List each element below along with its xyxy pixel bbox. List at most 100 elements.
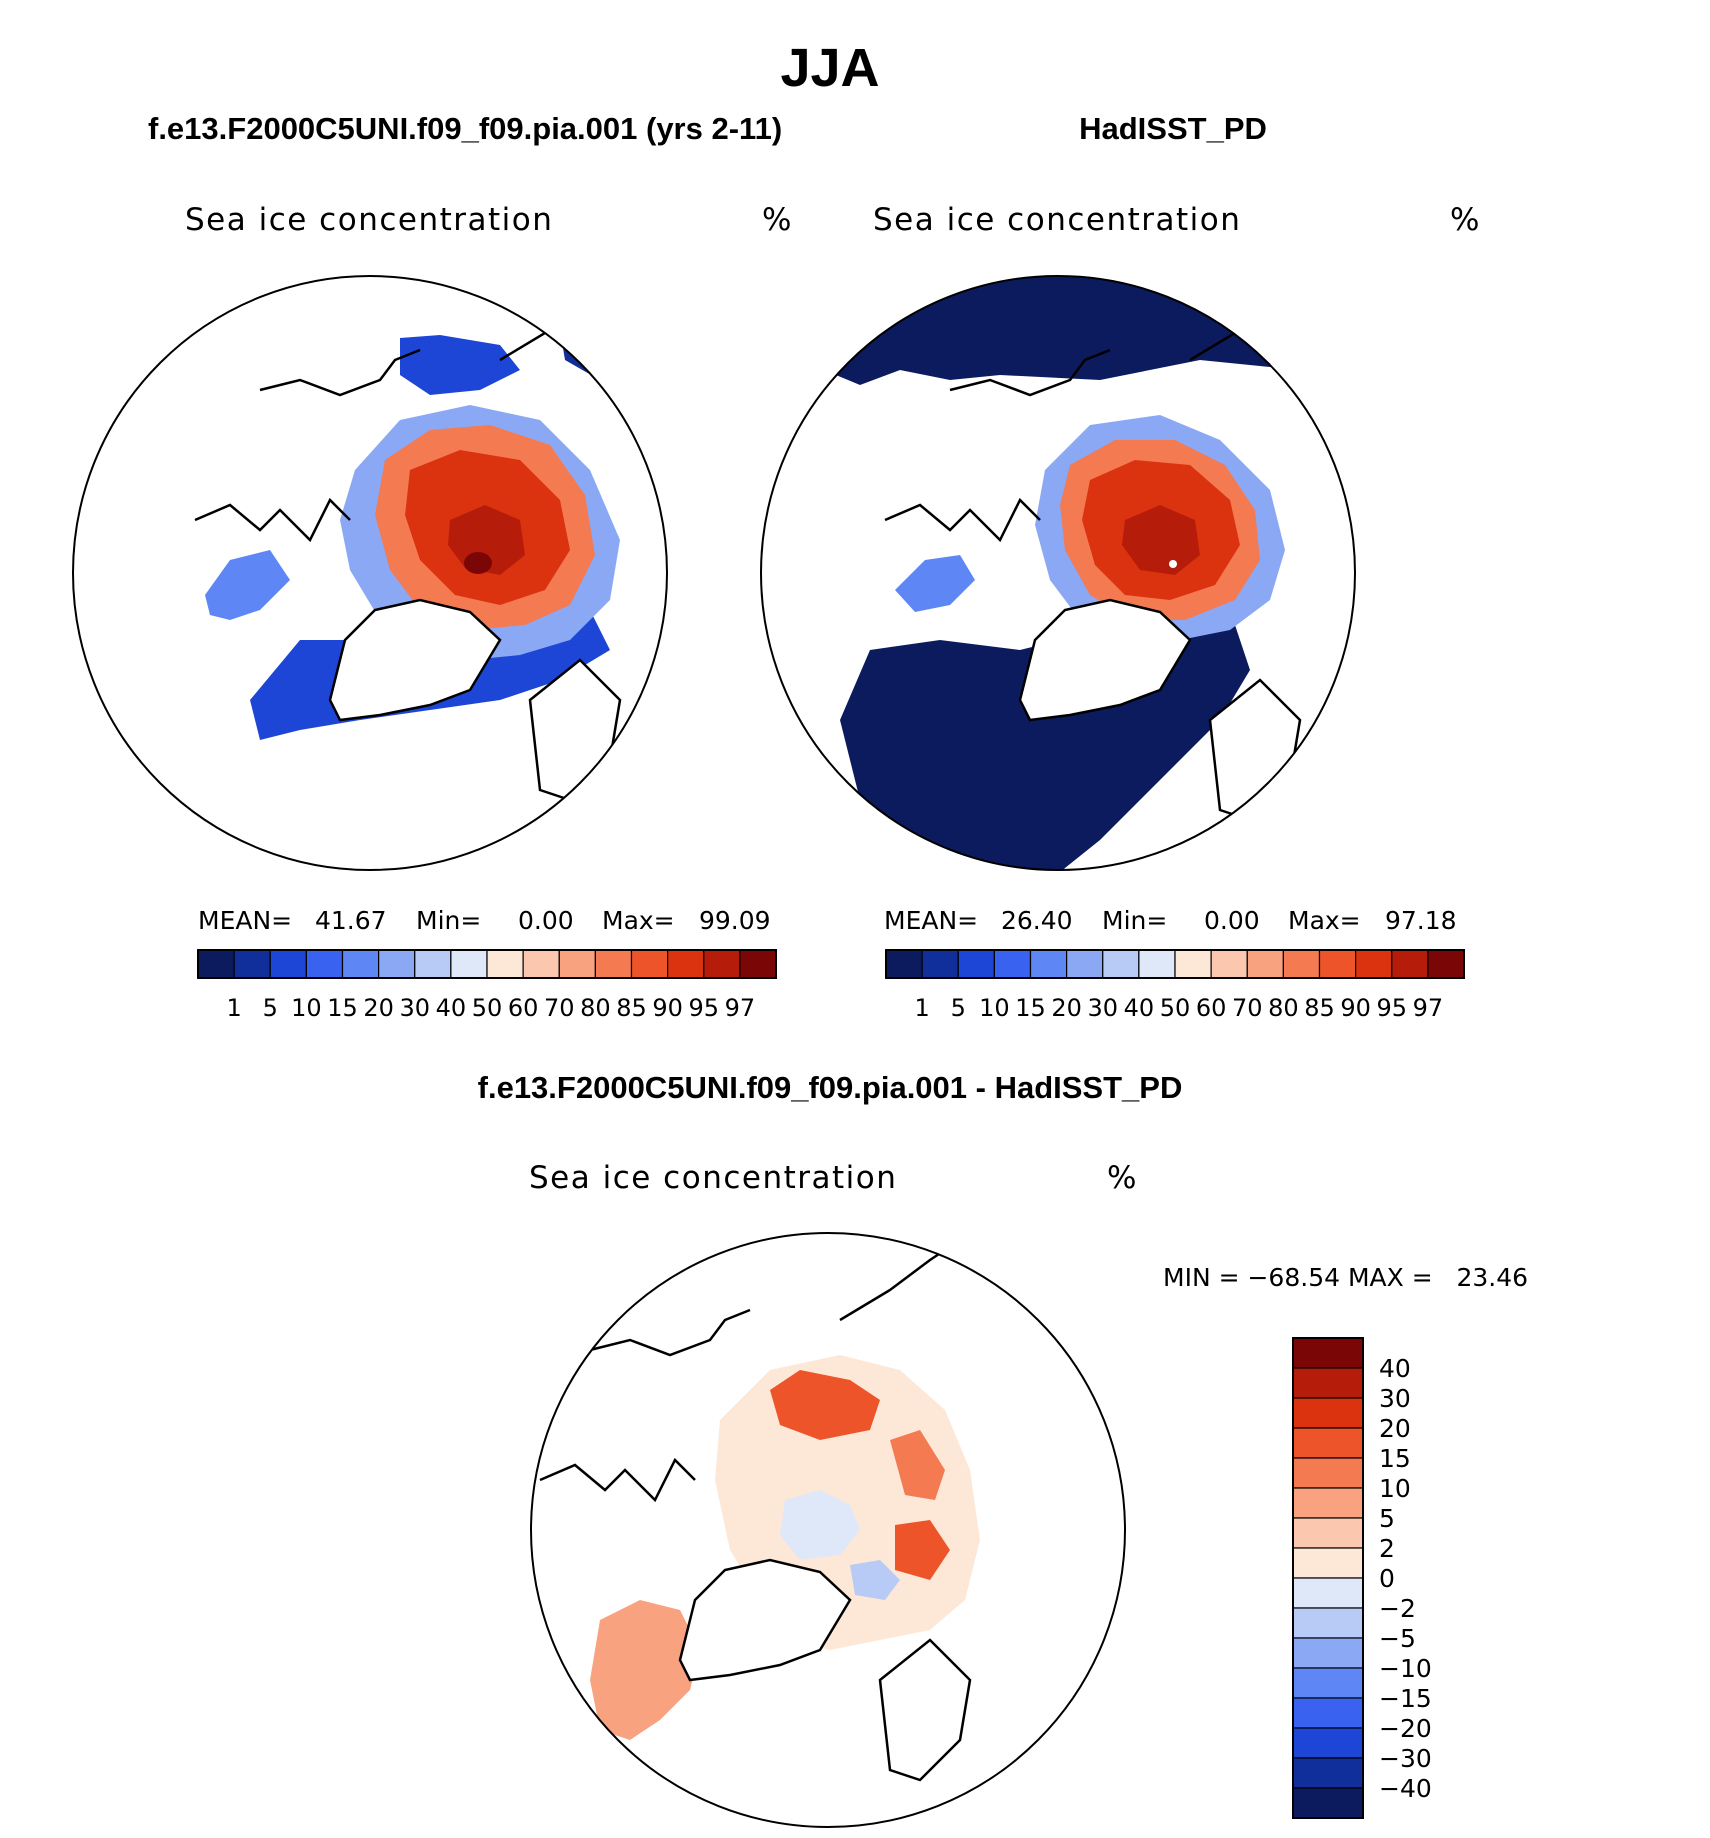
colorbar-2-tick-label: 5 (951, 994, 966, 1022)
map-1-ice-max (464, 552, 492, 574)
panel-2-variable: Sea ice concentration (873, 202, 1241, 238)
colorbar-diff-box-9 (1292, 1607, 1364, 1639)
colorbar-diff-box-8 (1292, 1577, 1364, 1609)
colorbar-diff-box-14 (1292, 1757, 1364, 1789)
colorbar-2-tick-label: 95 (1376, 994, 1407, 1022)
colorbar-diff-box-0 (1292, 1337, 1364, 1369)
colorbar-1-tick-label: 95 (688, 994, 719, 1022)
colorbar-diff-tick-label: 40 (1379, 1354, 1411, 1383)
colorbar-2-tick-label: 30 (1087, 994, 1118, 1022)
map-3-diff-positive-pacific (770, 1370, 880, 1440)
colorbar-2-frame (885, 949, 1465, 979)
colorbar-diff-box-3 (1292, 1427, 1364, 1459)
map-3-diff-positive-labrador (590, 1600, 700, 1740)
colorbar-diff-box-2 (1292, 1397, 1364, 1429)
colorbar-1-tick-label: 20 (363, 994, 394, 1022)
panel-1-variable: Sea ice concentration (185, 202, 553, 238)
colorbar-2-box-10 (1246, 949, 1284, 979)
map-1-ice-pacific (400, 335, 520, 395)
map-2-coast-alaska (949, 348, 1111, 397)
map-3-boundary (530, 1232, 1126, 1828)
colorbar-1-box-4 (341, 949, 380, 979)
colorbar-2-tick-label: 1 (914, 994, 929, 1022)
map-3-coast-siberia (839, 1238, 1001, 1322)
panel-1-max-label: Max= (602, 906, 675, 935)
colorbar-1-box-14 (703, 949, 741, 979)
map-3-diff-negative-edge (850, 1560, 900, 1600)
panel-2-mean-value: 26.40 (1001, 906, 1073, 935)
colorbar-2: 1 5 10 15 20 30 40 50 60 70 80 85 90 95 97 (885, 949, 1465, 1022)
map-1-greenland (328, 598, 502, 722)
panel-1-min-value: 0.00 (518, 906, 574, 935)
colorbar-diff-tick-label: 10 (1379, 1474, 1411, 1503)
diff-panel-variable: Sea ice concentration (529, 1160, 897, 1196)
colorbar-2-box-2 (957, 949, 995, 979)
diff-panel-units: % (1107, 1160, 1136, 1196)
colorbar-1-box-10 (558, 949, 596, 979)
colorbar-1-tick-label: 70 (544, 994, 575, 1022)
map-3-greenland (678, 1558, 852, 1682)
colorbar-1-tick-label: 10 (291, 994, 322, 1022)
colorbar-1-tick-label: 15 (327, 994, 358, 1022)
colorbar-1-tick-label: 90 (652, 994, 683, 1022)
map-3-coast-canada (539, 1457, 696, 1503)
colorbar-2-box-6 (1102, 949, 1140, 979)
colorbar-2-tick-label: 40 (1124, 994, 1155, 1022)
colorbar-2-box-4 (1029, 949, 1068, 979)
colorbar-1-tick-label: 80 (580, 994, 611, 1022)
colorbar-2-tick-label: 60 (1196, 994, 1227, 1022)
map-1-coast-alaska (259, 348, 421, 397)
map-1-boundary (72, 275, 668, 871)
colorbar-1-box-9 (522, 949, 560, 979)
colorbar-diff-frame (1292, 1337, 1364, 1819)
colorbar-2-box-12 (1318, 949, 1357, 979)
colorbar-2-box-14 (1391, 949, 1429, 979)
colorbar-1-tick-label: 50 (472, 994, 503, 1022)
colorbar-1-box-8 (486, 949, 524, 979)
map-2-ice-hudson (895, 555, 975, 612)
colorbar-2-tick-label: 70 (1232, 994, 1263, 1022)
colorbar-diff-box-1 (1292, 1367, 1364, 1399)
colorbar-diff-tick-label: −15 (1379, 1684, 1432, 1713)
map-1-coast-canada (194, 497, 351, 543)
colorbar-diff-box-4 (1292, 1457, 1364, 1489)
colorbar-diff-tick-label: −40 (1379, 1774, 1432, 1803)
map-3-diff-negative (780, 1490, 860, 1560)
colorbar-2-box-0 (885, 949, 923, 979)
colorbar-2-box-7 (1138, 949, 1176, 979)
colorbar-2-box-5 (1066, 949, 1104, 979)
map-1-ice-hudson (205, 550, 290, 620)
colorbar-2-box-15 (1427, 949, 1465, 979)
map-2-pole-marker (1169, 560, 1177, 568)
colorbar-2-box-1 (921, 949, 959, 979)
colorbar-diff-tick-label: 30 (1379, 1384, 1411, 1413)
colorbar-1: 1 5 10 15 20 30 40 50 60 70 80 85 90 95 97 (197, 949, 777, 1022)
colorbar-diff-tick-label: 20 (1379, 1414, 1411, 1443)
colorbar-2-box-13 (1355, 949, 1393, 979)
panel-1-mean-value: 41.67 (315, 906, 387, 935)
colorbar-diff-tick-label: 0 (1379, 1564, 1395, 1593)
colorbar-diff-box-7 (1292, 1547, 1364, 1579)
colorbar-2-tick-label: 15 (1015, 994, 1046, 1022)
colorbar-2-box-11 (1282, 949, 1321, 979)
colorbar-1-tick-label: 85 (616, 994, 647, 1022)
colorbar-diff-box-11 (1292, 1667, 1364, 1699)
colorbar-diff-box-12 (1292, 1697, 1364, 1729)
colorbar-diff-tick-label: −30 (1379, 1744, 1432, 1773)
panel-2-max-label: Max= (1288, 906, 1361, 935)
panel-2-units: % (1450, 202, 1479, 238)
colorbar-2-tick-label: 85 (1304, 994, 1335, 1022)
colorbar-1-box-15 (739, 949, 777, 979)
colorbar-1-box-5 (378, 949, 416, 979)
colorbar-diff-tick-label: −10 (1379, 1654, 1432, 1683)
map-2-boundary (760, 275, 1356, 871)
map-3-coast-alaska (589, 1308, 751, 1357)
colorbar-diff-tick-label: 2 (1379, 1534, 1395, 1563)
colorbar-1-box-13 (667, 949, 705, 979)
colorbar-1-box-6 (414, 949, 452, 979)
panel-2-stats: MEAN= 26.40 Min= 0.00 Max= 97.18 (884, 906, 1457, 935)
diff-panel-header: f.e13.F2000C5UNI.f09_f09.pia.001 - HadIS… (478, 1070, 1183, 1105)
colorbar-2-tick-label: 97 (1413, 994, 1444, 1022)
